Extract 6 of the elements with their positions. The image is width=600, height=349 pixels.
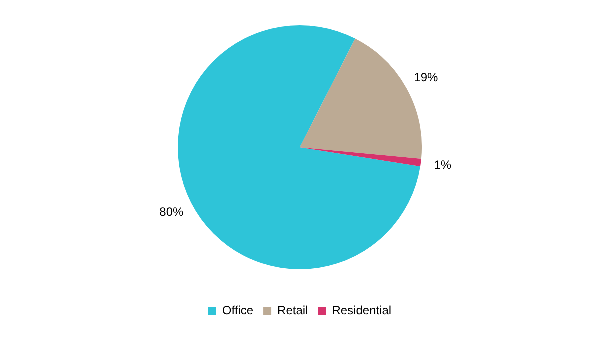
- data-label: 19%: [414, 70, 439, 84]
- legend-label: Office: [222, 303, 254, 318]
- data-label: 80%: [160, 205, 184, 220]
- legend-label: Residential: [332, 303, 392, 318]
- data-label: 1%: [434, 158, 452, 172]
- legend-label: Retail: [278, 303, 308, 318]
